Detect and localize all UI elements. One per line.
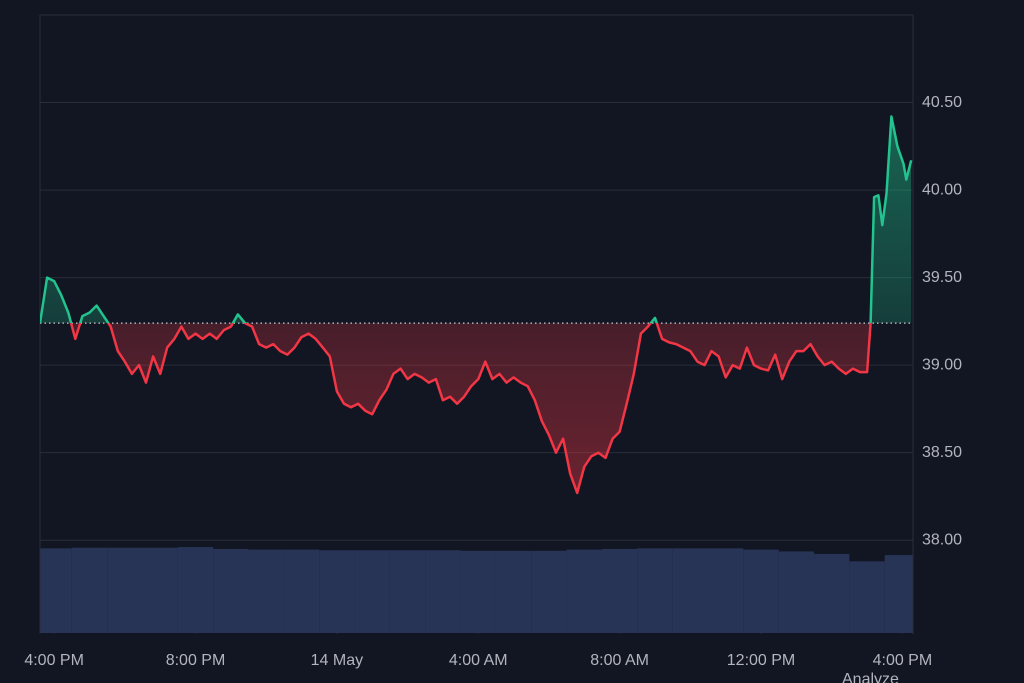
line-below <box>40 323 872 495</box>
x-tick-label: 8:00 AM <box>590 652 649 669</box>
y-tick-label: 38.00 <box>922 531 962 548</box>
volume-bar <box>743 549 779 633</box>
y-tick-label: 39.50 <box>922 269 962 286</box>
volume-bar <box>319 550 355 633</box>
volume-bar <box>884 555 913 633</box>
x-tick-label: 4:00 PM <box>873 652 933 669</box>
volume-layer <box>40 547 913 633</box>
volume-bar <box>637 548 673 633</box>
y-tick-label: 38.50 <box>922 444 962 461</box>
footer-left: 14 <box>46 681 64 683</box>
volume-bar <box>40 548 72 633</box>
volume-bar <box>248 549 284 633</box>
volume-bar <box>354 550 390 633</box>
y-tick-label: 40.50 <box>922 94 962 111</box>
volume-bar <box>283 549 320 633</box>
y-tick-label: 39.00 <box>922 356 962 373</box>
volume-bar <box>177 547 214 633</box>
volume-bar <box>531 550 567 633</box>
x-tick-label: 12:00 PM <box>727 652 795 669</box>
volume-bar <box>566 549 602 633</box>
volume-bar <box>142 547 178 633</box>
volume-bar <box>601 548 638 633</box>
volume-bar <box>213 548 249 633</box>
volume-bar <box>425 550 461 633</box>
volume-bar <box>71 547 108 633</box>
volume-bar <box>107 547 143 633</box>
volume-bar <box>389 550 426 633</box>
area-below <box>40 323 912 493</box>
footer-right[interactable]: Analyze <box>842 671 899 683</box>
volume-bar <box>708 548 744 633</box>
x-tick-label: 4:00 AM <box>449 652 508 669</box>
grid-layer <box>40 102 913 541</box>
x-tick-label: 8:00 PM <box>166 652 226 669</box>
volume-bar <box>495 550 532 633</box>
volume-bar <box>814 553 850 633</box>
plot-layer <box>40 115 913 495</box>
x-tick-label: 4:00 PM <box>24 652 84 669</box>
line-above <box>40 115 913 324</box>
y-tick-label: 40.00 <box>922 181 962 198</box>
volume-bar <box>460 550 496 633</box>
x-tick-label: 14 May <box>311 652 363 669</box>
volume-bar <box>672 548 709 633</box>
label-layer: 38.00 38.50 39.00 39.50 40.00 40.50 4:00 PM 8:0… <box>24 94 962 669</box>
volume-bar <box>778 551 815 633</box>
area-above <box>40 116 912 324</box>
volume-bar <box>849 561 885 633</box>
